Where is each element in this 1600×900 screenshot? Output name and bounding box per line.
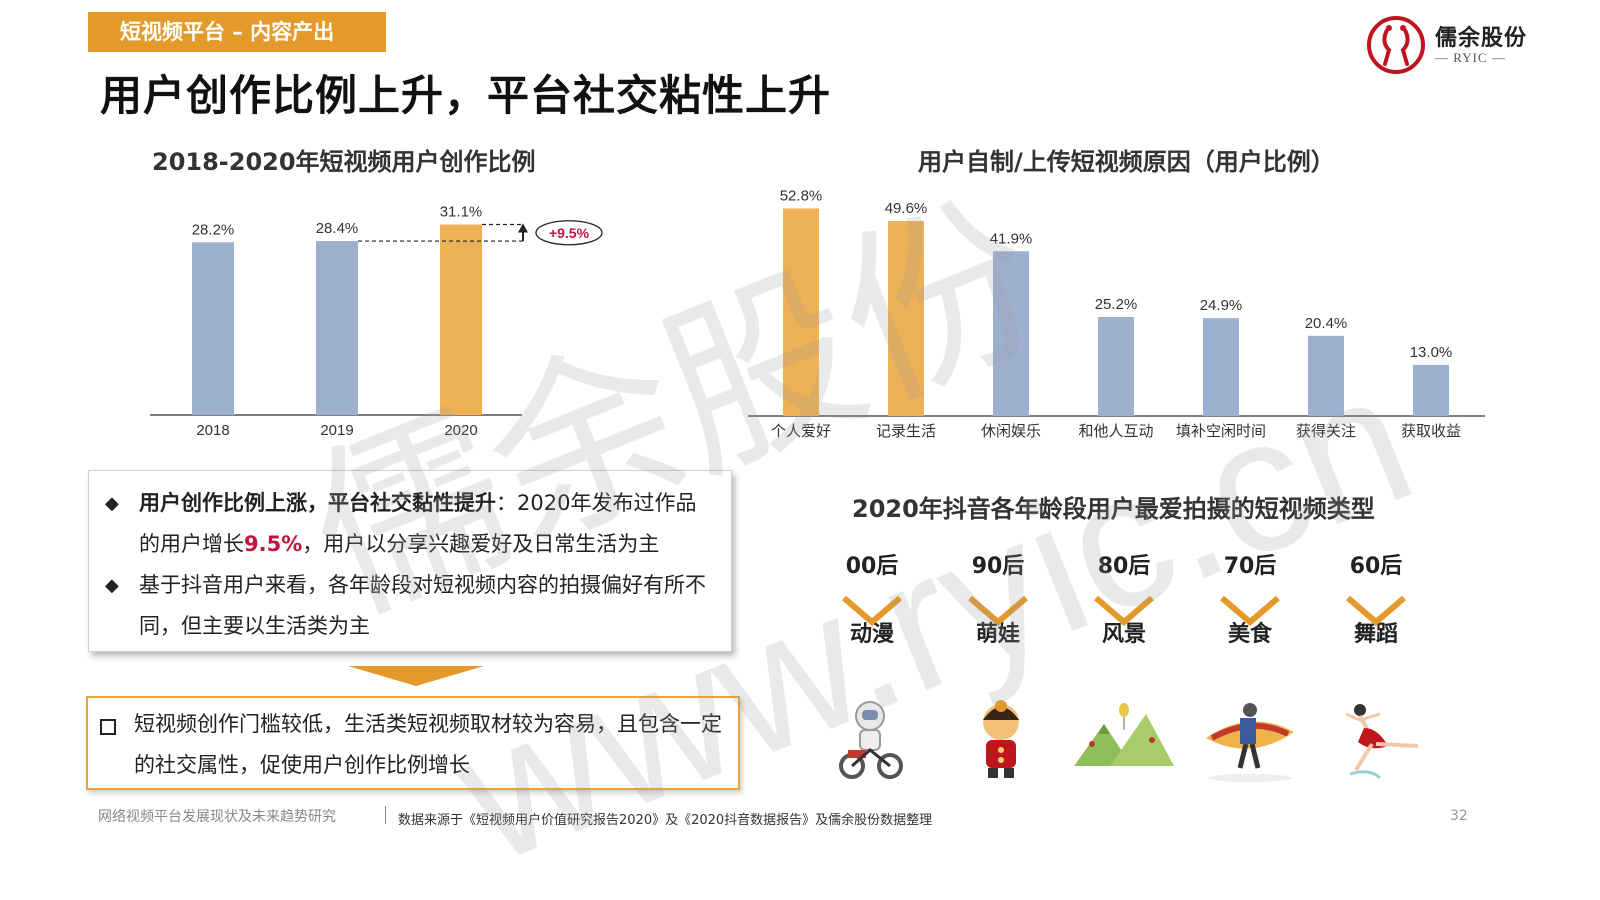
tick-label-填补空闲时间: 填补空闲时间 [1176, 423, 1266, 440]
chart2-title: 用户自制/上传短视频原因（用户比例） [918, 148, 1335, 176]
conclusion-box: 短视频创作门槛较低，生活类短视频取材较为容易，且包含一定的社交属性，促使用户创作… [86, 696, 740, 790]
age-label: 80后 [1097, 554, 1151, 579]
robot-cyclist-icon [839, 701, 903, 779]
logo-mark-icon [1367, 16, 1425, 74]
footer-report-title: 网络视频平台发展现状及未来趋势研究 [98, 809, 336, 825]
chevron-down-icon [1346, 595, 1406, 626]
bullet-1-highlight: 9.5% [244, 532, 303, 556]
data-label-个人爱好: 52.8% [780, 187, 823, 204]
bar-获得关注 [1308, 335, 1344, 416]
hotdog-food-icon [1206, 703, 1294, 782]
footer-divider [385, 806, 386, 824]
age-label: 90后 [971, 554, 1025, 579]
chart1-creation-ratio: 28.2% 2018 28.4% 2019 31.1% 2020 +9.5% [150, 204, 603, 439]
video-type: 风景 [1101, 622, 1146, 647]
page-number: 32 [1450, 808, 1468, 824]
age-group-60: 60后 舞蹈 [1331, 548, 1421, 648]
data-label-2019: 28.4% [316, 220, 359, 237]
chart1-title: 2018-2020年短视频用户创作比例 [152, 148, 536, 176]
summary-bullet-2: ◆ 基于抖音用户来看，各年龄段对短视频内容的拍摄偏好有所不同，但主要以生活类为主 [105, 565, 710, 647]
data-label-休闲娱乐: 41.9% [990, 230, 1033, 247]
data-label-2018: 28.2% [192, 221, 235, 238]
data-label-填补空闲时间: 24.9% [1200, 297, 1243, 314]
age-section-title: 2020年抖音各年龄段用户最爱拍摄的短视频类型 [852, 495, 1375, 523]
tick-label-和他人互动: 和他人互动 [1078, 423, 1153, 440]
bar-和他人互动 [1098, 316, 1134, 416]
square-bullet-icon [100, 719, 116, 735]
logo-name-en: — RYIC — [1435, 50, 1506, 65]
data-label-获取收益: 13.0% [1410, 344, 1453, 361]
chevron-down-icon [1094, 595, 1154, 626]
chevron-down-icon [1220, 595, 1280, 626]
section-tag: 短视频平台 – 内容产出 [88, 12, 386, 52]
video-type: 美食 [1227, 622, 1272, 647]
age-group-00: 00后 动漫 [827, 548, 917, 648]
video-type: 萌娃 [975, 622, 1020, 647]
chart2-upload-reasons: 52.8% 个人爱好 49.6% 记录生活 41.9% 休闲娱乐 25.2% 和他人互动 24.… [748, 187, 1485, 440]
tick-label-2019: 2019 [320, 422, 353, 439]
tick-label-记录生活: 记录生活 [876, 423, 936, 440]
bullet-1-bold: 用户创作比例上涨，平台社交黏性提升 [139, 491, 496, 515]
data-label-2020: 31.1% [440, 204, 483, 221]
age-group-80: 80后 风景 [1079, 548, 1169, 648]
bar-个人爱好 [783, 208, 819, 416]
tick-label-获得关注: 获得关注 [1296, 423, 1356, 440]
page-title: 用户创作比例上升，平台社交粘性上升 [100, 71, 832, 120]
conclusion-text: 短视频创作门槛较低，生活类短视频取材较为容易，且包含一定的社交属性，促使用户创作… [134, 712, 722, 777]
tick-label-2018: 2018 [196, 422, 229, 439]
tick-label-获取收益: 获取收益 [1401, 423, 1461, 440]
tick-label-2020: 2020 [444, 422, 477, 439]
video-type: 动漫 [849, 622, 894, 647]
chevron-down-icon [968, 595, 1028, 626]
bullet-1-text-b: ，用户以分享兴趣爱好及日常生活为主 [302, 532, 660, 556]
tick-label-休闲娱乐: 休闲娱乐 [981, 423, 1041, 440]
summary-box: ◆ 用户创作比例上涨，平台社交黏性提升：2020年发布过作品的用户增长9.5%，… [88, 470, 732, 652]
age-group-90: 90后 萌娃 [953, 548, 1043, 648]
bar-2020 [440, 224, 482, 415]
summary-bullet-1: ◆ 用户创作比例上涨，平台社交黏性提升：2020年发布过作品的用户增长9.5%，… [105, 483, 710, 565]
chevron-down-icon [842, 595, 902, 626]
age-label: 60后 [1349, 554, 1403, 579]
company-logo: 儒余股份 — RYIC — [1365, 14, 1540, 76]
bar-2019 [316, 241, 358, 415]
bar-记录生活 [888, 221, 924, 416]
video-type: 舞蹈 [1353, 622, 1398, 647]
diamond-bullet-icon: ◆ [105, 575, 119, 596]
bar-填补空闲时间 [1203, 318, 1239, 416]
dancer-icon [1345, 704, 1419, 780]
bullet-2-text: 基于抖音用户来看，各年龄段对短视频内容的拍摄偏好有所不同，但主要以生活类为主 [139, 573, 706, 638]
data-label-和他人互动: 25.2% [1095, 296, 1138, 313]
age-label: 00后 [845, 554, 899, 579]
bar-2018 [192, 242, 234, 415]
annotation-increase: +9.5% [549, 225, 590, 241]
data-label-获得关注: 20.4% [1305, 315, 1348, 332]
mountain-landscape-icon [1074, 703, 1174, 766]
down-arrow-icon [348, 666, 484, 686]
tick-label-个人爱好: 个人爱好 [771, 423, 831, 440]
data-label-记录生活: 49.6% [885, 200, 928, 217]
logo-name-cn: 儒余股份 [1435, 25, 1528, 51]
age-label: 70后 [1223, 554, 1277, 579]
diamond-bullet-icon: ◆ [105, 493, 119, 514]
age-group-70: 70后 美食 [1205, 548, 1295, 648]
footer-source: 数据来源于《短视频用户价值研究报告2020》及《2020抖音数据报告》及儒余股份… [398, 813, 933, 828]
bar-休闲娱乐 [993, 251, 1029, 416]
arrow-up-icon [518, 223, 528, 233]
annotation-ellipse [535, 220, 603, 246]
bullet-1-text-a: ：2020年发布过作品的用户增长 [139, 491, 697, 556]
bar-获取收益 [1413, 364, 1449, 416]
child-icon [983, 700, 1019, 778]
